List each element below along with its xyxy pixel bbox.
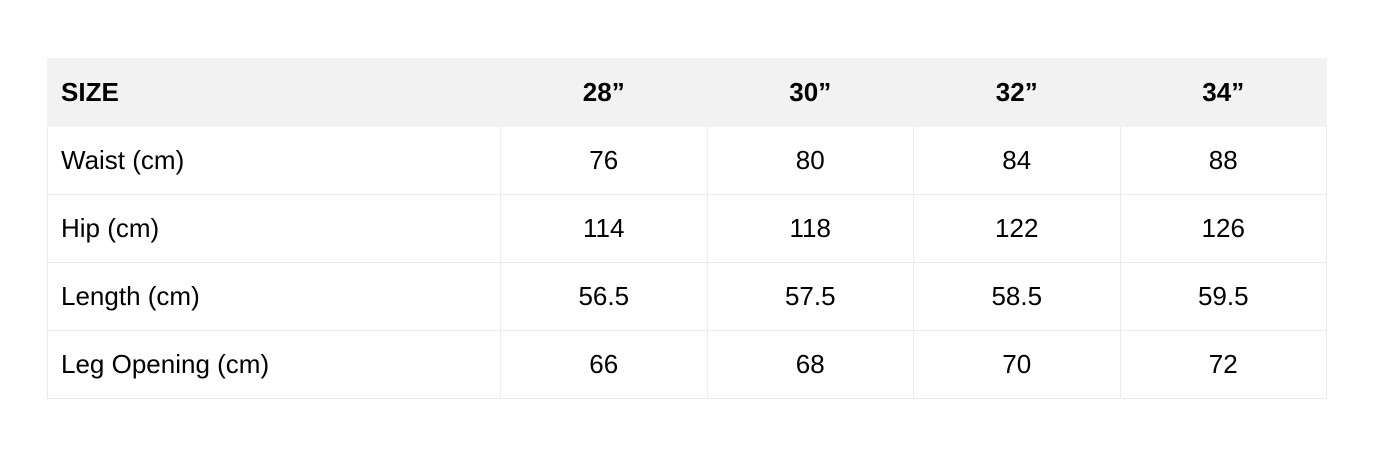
row-label: Leg Opening (cm): [47, 330, 501, 399]
table-row: Length (cm) 56.5 57.5 58.5 59.5: [47, 262, 1327, 331]
cell: 122: [913, 194, 1121, 263]
cell: 88: [1119, 126, 1327, 195]
cell: 72: [1119, 330, 1327, 399]
cell: 58.5: [913, 262, 1121, 331]
table-row: Leg Opening (cm) 66 68 70 72: [47, 330, 1327, 399]
cell: 66: [500, 330, 708, 399]
header-28: 28”: [500, 58, 708, 127]
cell: 68: [706, 330, 914, 399]
cell: 80: [706, 126, 914, 195]
cell: 84: [913, 126, 1121, 195]
row-label: Length (cm): [47, 262, 501, 331]
cell: 56.5: [500, 262, 708, 331]
table-row: Waist (cm) 76 80 84 88: [47, 126, 1327, 195]
header-32: 32”: [913, 58, 1121, 127]
cell: 76: [500, 126, 708, 195]
header-34: 34”: [1119, 58, 1327, 127]
cell: 114: [500, 194, 708, 263]
cell: 57.5: [706, 262, 914, 331]
size-chart-table: SIZE 28” 30” 32” 34” Waist (cm) 76 80 84…: [47, 58, 1327, 399]
cell: 70: [913, 330, 1121, 399]
cell: 118: [706, 194, 914, 263]
header-size: SIZE: [47, 58, 501, 127]
header-row: SIZE 28” 30” 32” 34”: [47, 58, 1327, 127]
table-row: Hip (cm) 114 118 122 126: [47, 194, 1327, 263]
cell: 126: [1119, 194, 1327, 263]
row-label: Waist (cm): [47, 126, 501, 195]
row-label: Hip (cm): [47, 194, 501, 263]
header-30: 30”: [706, 58, 914, 127]
cell: 59.5: [1119, 262, 1327, 331]
